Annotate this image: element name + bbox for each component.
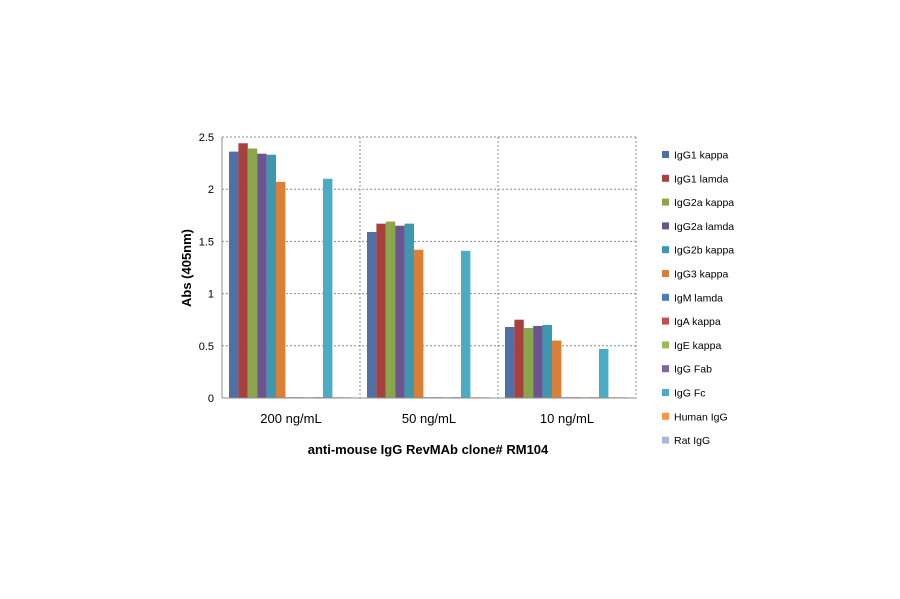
bars [229,143,628,398]
bar-igg3-kappa-2 [552,340,562,398]
bar-igg1-kappa-0 [229,151,239,398]
bar-igg2a-lamda-2 [533,325,543,398]
bar-igg1-lamda-2 [514,319,524,398]
legend-swatch [662,198,669,206]
legend-swatch [662,174,669,182]
bar-igg2a-lamda-0 [257,153,267,398]
legend-label: IgG2b kappa [674,245,734,257]
legend-swatch [662,389,669,396]
legend-label: Human IgG [674,411,728,423]
legend-swatch [662,412,669,420]
legend-label: IgG3 kappa [674,269,728,281]
y-tick-label: 2 [208,184,214,196]
legend-swatch [662,317,669,325]
legend-label: IgG2a kappa [674,197,734,209]
bar-igg-fc-2 [599,348,609,398]
legend-swatch [662,293,669,301]
axes: 0 0.5 1 1.5 2 2.5 200 ng/mL 50 ng/mL 10 ng/mL [199,132,636,426]
legend-label: IgA kappa [674,316,721,328]
legend-swatch [662,151,669,158]
bar-igg1-lamda-1 [376,223,386,398]
bar-igg3-kappa-0 [276,181,286,398]
legend-label: IgG2a lamda [674,221,734,233]
x-axis-label: anti-mouse IgG RevMAb clone# RM104 [308,442,549,457]
bar-igg2a-kappa-1 [385,221,396,398]
legend-label: IgG Fc [674,388,706,400]
y-tick-label: 1 [208,289,214,301]
bar-igg2b-kappa-0 [266,154,276,398]
bar-igg2a-kappa-0 [247,148,258,398]
legend-label: Rat IgG [674,435,710,447]
bar-igg1-lamda-0 [238,143,248,398]
legend: IgG1 kappa IgG1 lamda IgG2a kappa IgG2a lam… [662,150,734,447]
x-tick-label: 200 ng/mL [260,411,321,426]
x-tick-label: 10 ng/mL [540,411,594,426]
grid [222,136,637,398]
legend-label: IgE kappa [674,340,721,352]
bar-igg2b-kappa-1 [404,223,414,398]
legend-label: IgM lamda [674,292,723,304]
legend-swatch [662,341,669,349]
legend-label: IgG1 kappa [674,150,728,162]
legend-swatch [662,222,669,230]
legend-swatch [662,436,669,444]
bar-igg1-kappa-2 [505,327,515,398]
legend-swatch [662,246,669,254]
y-tick-label: 0.5 [199,341,214,353]
bar-igg1-kappa-1 [367,232,377,398]
y-tick-label: 2.5 [199,132,214,144]
bar-igg2b-kappa-2 [542,324,552,398]
y-axis-label: Abs (405nm) [179,229,194,307]
y-tick-label: 1.5 [199,236,214,248]
bar-igg-fc-0 [323,178,333,398]
bar-igg3-kappa-1 [414,249,424,398]
bar-igg2a-lamda-1 [395,225,405,398]
legend-swatch [662,270,669,277]
legend-label: IgG Fab [674,364,712,376]
x-tick-label: 50 ng/mL [402,411,456,426]
bar-igg-fc-1 [461,250,471,398]
legend-swatch [662,365,669,373]
y-tick-label: 0 [208,393,214,405]
legend-label: IgG1 lamda [674,173,728,185]
bar-igg2a-kappa-2 [523,328,534,398]
